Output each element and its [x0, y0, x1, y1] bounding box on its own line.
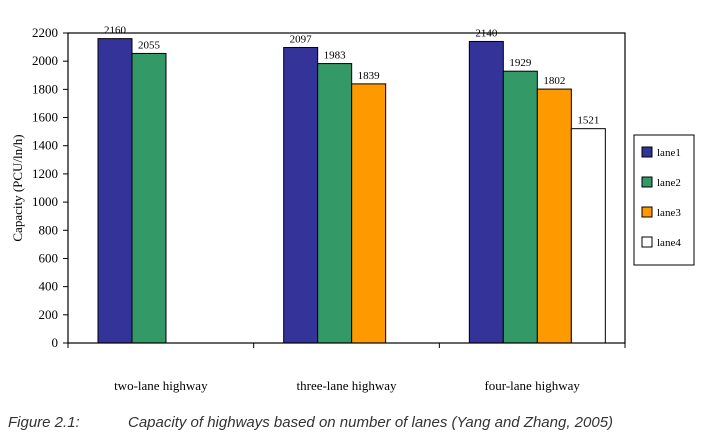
- bar-lane3: [351, 83, 387, 344]
- y-axis-ticks: 0 200 400 600 800 1000 1200 1400 1600 1800 2000 220…: [32, 25, 626, 350]
- data-label: 2160: [104, 25, 127, 37]
- y-tick-label: 1200: [32, 166, 58, 181]
- y-tick-label: 2000: [32, 53, 58, 68]
- bar-lane1: [97, 38, 133, 344]
- category-label: four-lane highway: [484, 378, 580, 393]
- figure-caption-text: Capacity of highways based on number of …: [128, 414, 614, 431]
- data-label: 1983: [324, 50, 347, 62]
- bar-lane1: [468, 40, 504, 344]
- y-tick-label: 1000: [32, 194, 58, 209]
- bars: [97, 38, 606, 344]
- bar-lane3: [536, 88, 572, 344]
- y-tick-label: 400: [39, 279, 59, 294]
- y-tick-label: 600: [39, 250, 59, 265]
- legend: lane1 lane2 lane3 lane4: [633, 134, 695, 266]
- y-tick-label: 1800: [32, 81, 58, 96]
- data-label: 1802: [543, 75, 565, 87]
- category-label: three-lane highway: [297, 378, 397, 393]
- y-tick-label: 800: [39, 222, 59, 237]
- legend-label-lane3: lane3: [657, 207, 681, 219]
- data-label: 2055: [138, 39, 161, 51]
- data-label: 2097: [290, 34, 313, 46]
- bar-lane2: [502, 70, 538, 344]
- figure-caption: Figure 2.1: Capacity of highways based o…: [0, 408, 720, 438]
- data-label: 1839: [358, 70, 381, 82]
- bar-lane2: [317, 63, 353, 344]
- bar-chart: 0 200 400 600 800 1000 1200 1400 1600 1800 2000 220…: [10, 25, 695, 393]
- y-axis-label: Capacity (PCU/ln/h): [10, 134, 25, 241]
- category-label: two-lane highway: [114, 378, 208, 393]
- plot-area-frame: [67, 32, 626, 344]
- y-tick-label: 1600: [32, 110, 58, 125]
- legend-swatch-lane1: [641, 146, 653, 158]
- data-label: 1521: [577, 115, 599, 127]
- y-tick-label: 2200: [32, 25, 58, 40]
- legend-swatch-lane4: [641, 236, 653, 248]
- legend-label-lane4: lane4: [657, 237, 681, 249]
- legend-label-lane1: lane1: [657, 147, 681, 159]
- legend-swatch-lane3: [641, 206, 653, 218]
- y-tick-label: 1400: [32, 138, 58, 153]
- legend-label-lane2: lane2: [657, 177, 681, 189]
- figure-number: Figure 2.1:: [8, 414, 80, 431]
- bar-lane4: [570, 128, 606, 344]
- bar-lane1: [283, 47, 319, 344]
- legend-swatch-lane2: [641, 176, 653, 188]
- data-label: 1929: [509, 57, 532, 69]
- bar-lane2: [131, 52, 167, 344]
- y-tick-label: 200: [39, 307, 59, 322]
- category-labels: two-lane highway three-lane highway four-l…: [114, 378, 580, 393]
- y-tick-label: 0: [52, 335, 59, 350]
